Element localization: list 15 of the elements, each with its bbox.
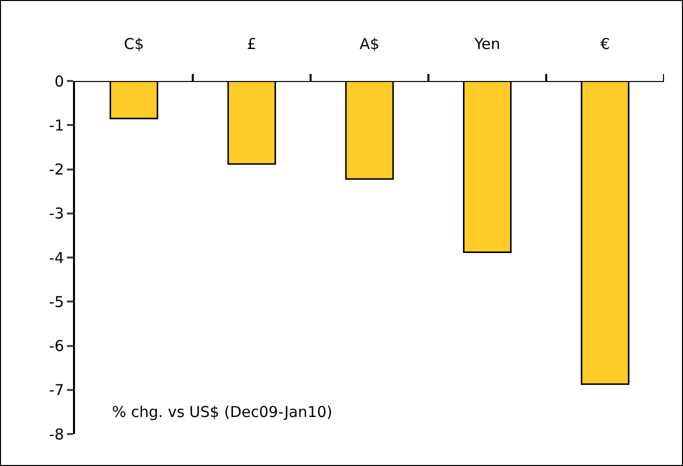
y-tick-label: -7 xyxy=(49,381,64,400)
x-tick-label: C$ xyxy=(124,35,144,53)
y-tick-label: -1 xyxy=(49,116,64,134)
y-tick-label: -5 xyxy=(49,292,64,311)
x-tick-label: € xyxy=(600,35,610,53)
y-tick-label: -8 xyxy=(49,425,64,444)
x-tick-label: Yen xyxy=(473,35,500,53)
x-tick-label: £ xyxy=(246,35,256,53)
y-tick-label: -3 xyxy=(49,204,64,223)
y-tick-label: -6 xyxy=(49,337,64,355)
y-tick-label: -2 xyxy=(49,160,64,178)
y-tick-label: 0 xyxy=(54,72,64,90)
y-tick-label: -4 xyxy=(49,248,64,267)
annotation: % chg. vs US$ (Dec09-Jan10) xyxy=(112,403,332,421)
x-tick-label: A$ xyxy=(360,35,380,53)
